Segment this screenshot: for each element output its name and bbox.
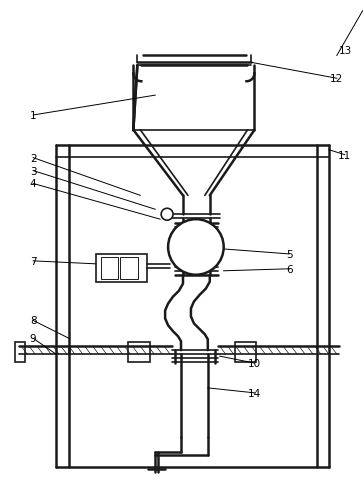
Text: 2: 2 <box>30 153 36 163</box>
Text: 11: 11 <box>338 151 351 160</box>
Circle shape <box>168 220 224 275</box>
Text: 9: 9 <box>30 333 36 344</box>
Text: 13: 13 <box>339 46 352 56</box>
Text: 7: 7 <box>30 257 36 266</box>
Text: 6: 6 <box>286 264 293 274</box>
Text: 14: 14 <box>248 388 261 398</box>
Circle shape <box>161 209 173 221</box>
Bar <box>15 343 25 363</box>
Text: 12: 12 <box>330 74 344 84</box>
Text: 5: 5 <box>286 249 293 259</box>
Bar <box>128 343 150 363</box>
Bar <box>120 257 138 279</box>
Text: 8: 8 <box>30 316 36 326</box>
Bar <box>234 343 256 363</box>
Text: 10: 10 <box>248 358 261 368</box>
Text: 3: 3 <box>30 166 36 176</box>
Text: 4: 4 <box>30 179 36 189</box>
Bar <box>100 257 119 279</box>
Text: 1: 1 <box>30 111 36 121</box>
Bar <box>96 255 147 282</box>
